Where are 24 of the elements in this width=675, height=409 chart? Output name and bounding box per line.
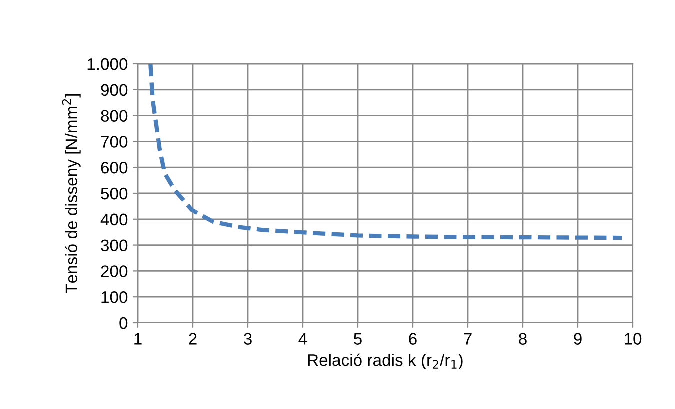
x-axis-title: Relació radis k (r$_{2}$/r$_{1}$) (308, 354, 463, 370)
y-tick-label: 700 (101, 136, 128, 148)
y-tick-label: 900 (101, 84, 128, 96)
y-tick-label: 0 (120, 317, 128, 330)
x-tick-label: 4 (298, 333, 308, 345)
x-tick-label: 10 (625, 333, 642, 345)
y-axis-title: Tensió de disseny [N/mm$^{2}$] (62, 94, 81, 294)
y-tick-label: 100 (102, 292, 128, 304)
y-tick-label: 800 (101, 110, 128, 122)
y-tick-label: 200 (101, 266, 128, 278)
y-tick-label: 300 (101, 240, 128, 252)
x-tick-label: 8 (519, 333, 527, 345)
x-tick-label: 7 (464, 333, 472, 345)
x-tick-label: 1 (134, 333, 142, 345)
y-tick-label: 600 (101, 162, 128, 174)
line-series (148, 64, 624, 240)
x-tick-label: 9 (574, 333, 582, 345)
x-tick-label: 2 (189, 333, 197, 345)
y-tick-label: 500 (101, 188, 128, 200)
x-tick-label: 3 (244, 333, 252, 345)
y-tick-label: 400 (100, 214, 128, 226)
y-tick-label: 1.000 (88, 58, 128, 70)
x-tick-label: 5 (354, 333, 362, 345)
x-tick-label: 6 (409, 333, 417, 345)
